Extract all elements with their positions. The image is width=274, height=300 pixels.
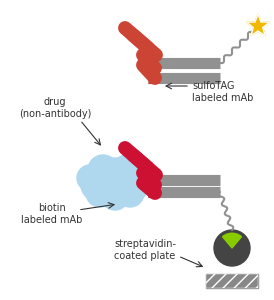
Text: sulfoTAG
labeled mAb: sulfoTAG labeled mAb [192,81,253,103]
Text: drug
(non-antibody): drug (non-antibody) [19,97,91,119]
Text: streptavidin-
coated plate: streptavidin- coated plate [114,239,176,261]
Circle shape [127,165,153,191]
Bar [206,274,258,288]
Circle shape [117,169,149,201]
Circle shape [214,230,250,266]
Circle shape [77,165,103,191]
Circle shape [86,179,114,207]
Wedge shape [222,233,241,248]
Circle shape [112,155,142,185]
Circle shape [116,179,144,207]
Circle shape [81,169,113,201]
Circle shape [101,182,129,210]
Text: biotin
labeled mAb: biotin labeled mAb [21,203,83,225]
Bar [206,274,258,288]
Circle shape [95,158,135,198]
Polygon shape [247,14,269,36]
Circle shape [88,155,118,185]
